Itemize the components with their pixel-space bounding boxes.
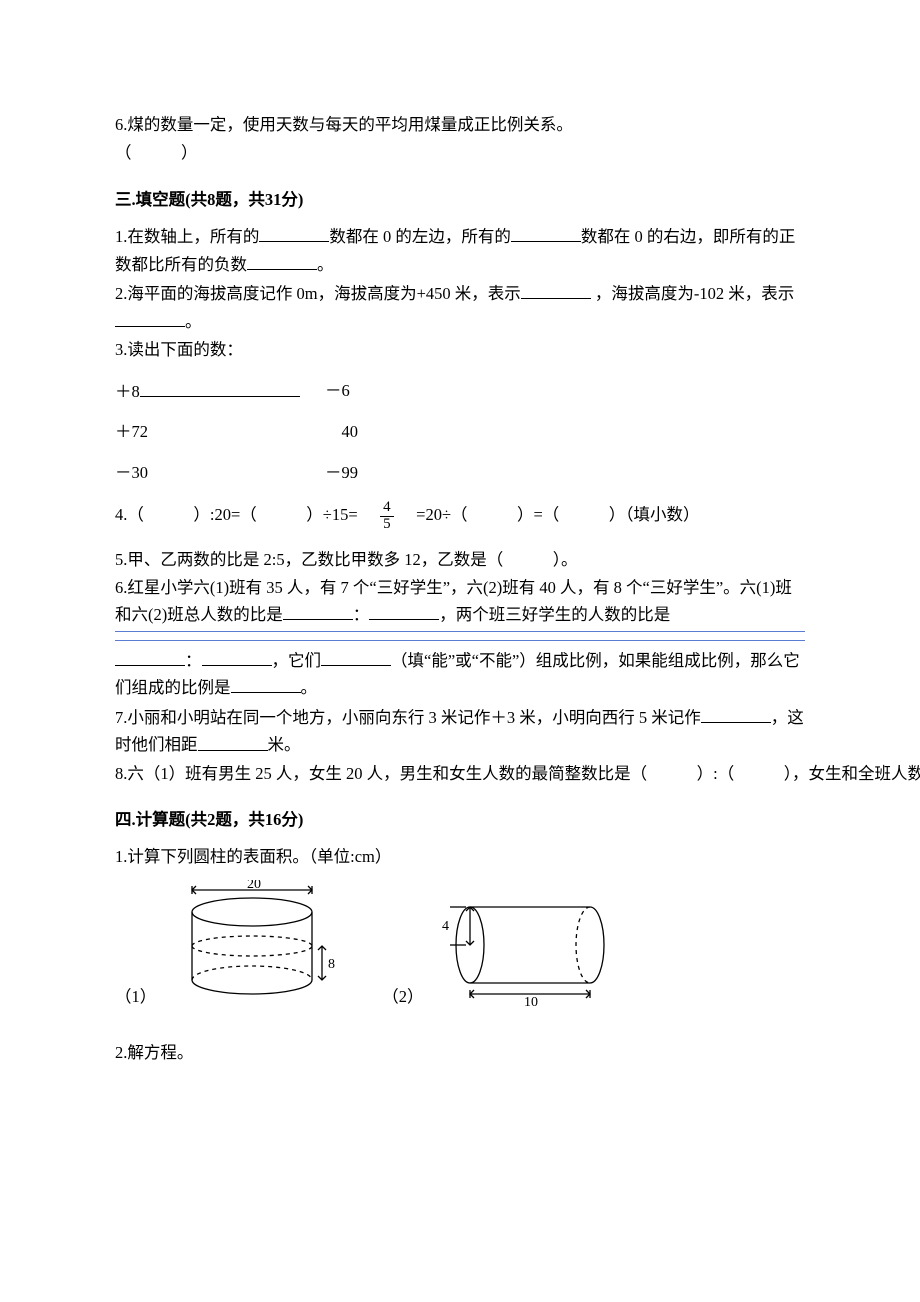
q3-6: 6.红星小学六(1)班有 35 人，有 7 个“三好学生”，六(2)班有 40 …	[115, 575, 805, 629]
blank-input[interactable]	[198, 731, 268, 750]
blank-input[interactable]	[247, 251, 317, 270]
blank-input[interactable]	[511, 223, 581, 242]
blank-input[interactable]	[321, 647, 391, 666]
q3-6-d: ：	[185, 651, 202, 670]
blank-input[interactable]	[115, 647, 185, 666]
section-3-header: 三.填空题(共8题，共31分)	[115, 187, 805, 213]
q3-6-c: ，两个班三好学生的人数的比是	[439, 605, 670, 624]
q3-1-part-d: 。	[317, 255, 334, 274]
figure-2-wrap: （2） 4	[382, 880, 629, 1010]
q3-1-part-a: 1.在数轴上，所有的	[115, 227, 259, 246]
q3-7-a: 7.小丽和小明站在同一个地方，小丽向东行 3 米记作＋3 米，小明向西行 5 米…	[115, 708, 701, 727]
figure-2-label: （2）	[382, 984, 423, 1010]
fraction-icon: 45	[380, 500, 394, 533]
q3-2-part-a: 2.海平面的海拔高度记作 0m，海拔高度为+450 米，表示	[115, 284, 521, 303]
q4-1: 1.计算下列圆柱的表面积。（单位:cm）	[115, 844, 805, 870]
num-value: ＋72	[115, 419, 325, 445]
section-4-header: 四.计算题(共2题，共16分)	[115, 807, 805, 833]
q3-1-part-b: 数都在 0 的左边，所有的	[329, 227, 511, 246]
num-cell: －6	[325, 378, 535, 406]
q3-2: 2.海平面的海拔高度记作 0m，海拔高度为+450 米，表示 ，海拔高度为-10…	[115, 280, 805, 335]
svg-text:10: 10	[524, 995, 538, 1010]
q3-8: 8.六（1）班有男生 25 人，女生 20 人，男生和女生人数的最简整数比是（ …	[115, 761, 805, 787]
blank-input[interactable]	[283, 601, 353, 620]
figure-1-wrap: （1） 20	[115, 880, 352, 1010]
q3-4-part-b: =20÷（ ）=（ ）（填小数）	[400, 505, 700, 524]
figure-1-label: （1）	[115, 984, 156, 1010]
svg-text:20: 20	[247, 880, 261, 892]
guide-lines	[115, 631, 805, 641]
q3-3-row1: ＋8 －6	[115, 378, 805, 406]
blank-input[interactable]	[115, 308, 185, 327]
q3-4: 4.（ ）:20=（ ）÷15= 45 =20÷（ ）=（ ）（填小数）	[115, 500, 805, 533]
blank-input[interactable]	[259, 223, 329, 242]
q3-4-part-a: 4.（ ）:20=（ ）÷15=	[115, 505, 374, 524]
q3-5: 5.甲、乙两数的比是 2:5，乙数比甲数多 12，乙数是（ ）。	[115, 547, 805, 573]
blank-input[interactable]	[140, 378, 300, 397]
q3-6-cont: ：，它们（填“能”或“不能”）组成比例，如果能组成比例，那么它们组成的比例是。	[115, 647, 805, 702]
svg-text:8: 8	[328, 957, 335, 972]
cylinder-horizontal-icon: 4 10	[430, 880, 630, 1010]
fraction-numerator: 4	[380, 500, 394, 517]
num-value: ＋8	[115, 382, 140, 401]
blank-input[interactable]	[369, 601, 439, 620]
q4-2: 2.解方程。	[115, 1040, 805, 1066]
num-cell: ＋8	[115, 378, 325, 406]
q3-3-row3: －30 －99	[115, 460, 805, 486]
q3-3-head: 3.读出下面的数：	[115, 337, 805, 363]
q3-2-part-c: 。	[185, 312, 202, 331]
q3-3-row2: ＋72 40	[115, 419, 805, 445]
blank-input[interactable]	[701, 704, 771, 723]
q2-6-text: 6.煤的数量一定，使用天数与每天的平均用煤量成正比例关系。	[115, 112, 805, 138]
fraction-denominator: 5	[380, 517, 394, 533]
figures-row: （1） 20	[115, 880, 805, 1010]
num-value: －99	[325, 460, 535, 486]
num-value: －6	[325, 381, 350, 400]
q3-2-part-b: ，海拔高度为-102 米，表示	[591, 284, 795, 303]
blank-input[interactable]	[202, 647, 272, 666]
num-value: 40	[325, 419, 535, 445]
q3-7: 7.小丽和小明站在同一个地方，小丽向东行 3 米记作＋3 米，小明向西行 5 米…	[115, 704, 805, 759]
exam-page: 6.煤的数量一定，使用天数与每天的平均用煤量成正比例关系。 （ ） 三.填空题(…	[0, 0, 920, 1302]
q2-6-paren[interactable]: （ ）	[115, 140, 805, 166]
svg-text:4: 4	[442, 919, 449, 934]
q3-7-c: 米。	[268, 736, 301, 755]
q3-6-g: 。	[301, 678, 318, 697]
blank-input[interactable]	[521, 280, 591, 299]
q3-6-e: ，它们	[272, 651, 322, 670]
cylinder-vertical-icon: 20 8	[162, 880, 352, 1010]
blank-input[interactable]	[231, 674, 301, 693]
q3-6-b: ：	[353, 605, 370, 624]
q3-1: 1.在数轴上，所有的数都在 0 的左边，所有的数都在 0 的右边，即所有的正数都…	[115, 223, 805, 278]
num-value: －30	[115, 460, 325, 486]
